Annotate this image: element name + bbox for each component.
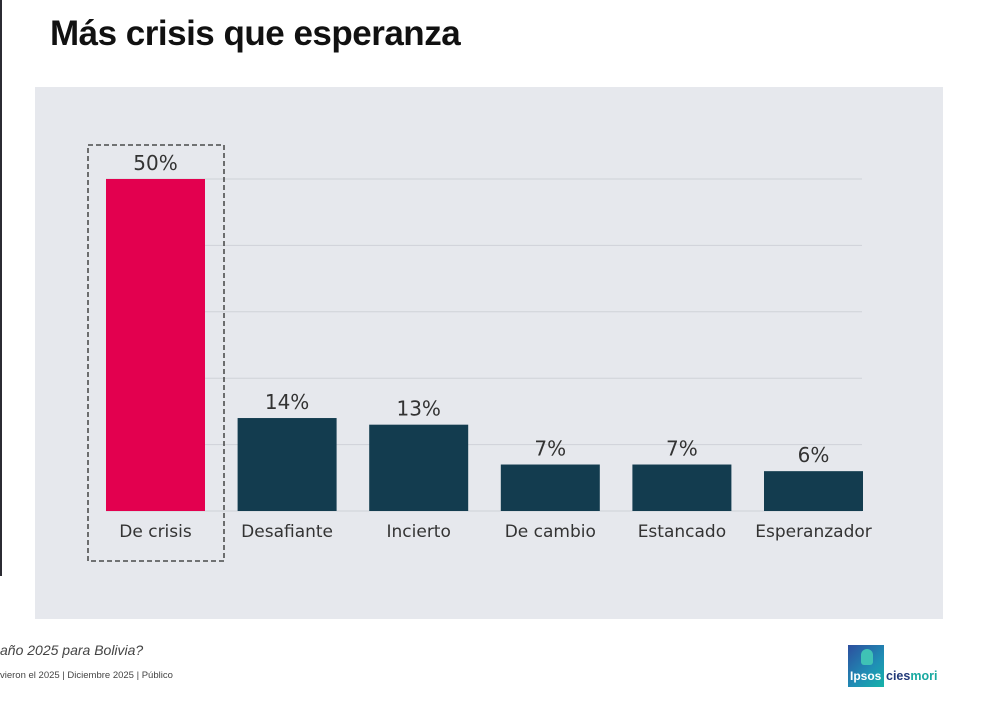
bar [764,471,863,511]
bar [369,424,469,511]
survey-source: vieron el 2025 | Diciembre 2025 | Públic… [0,670,173,681]
category-labels: De crisis Desafiante Incierto De cambio Esta… [119,522,872,542]
data-label: 7% [666,437,698,461]
tree-icon [861,649,873,665]
bars [106,179,863,511]
ipsos-ciesmori-logo: Ipsos ciesmori [848,645,958,687]
data-label: 7% [534,437,566,461]
logo-mark: Ipsos [848,645,884,687]
data-label: 14% [265,390,309,414]
category-label: De cambio [505,522,596,542]
data-labels: 50% 14% 13% 7% 7% 6% [133,151,829,467]
category-label: Esperanzador [755,522,872,542]
highlight-box [87,144,225,562]
logo-ipsos-text: Ipsos [850,669,882,683]
logo-cies-text: cies [886,669,911,683]
logo-mori-text: mori [910,669,938,683]
logo-ciesmori-text: ciesmori [886,669,937,683]
data-label: 6% [798,443,830,467]
left-rule [0,0,2,576]
survey-question: año 2025 para Bolivia? [0,642,144,658]
bar [237,418,337,511]
category-label: Estancado [638,522,726,542]
bar [632,464,732,511]
category-label: De crisis [119,522,192,542]
gridlines [106,178,862,512]
bar [106,179,205,511]
category-label: Desafiante [241,522,333,542]
data-label: 50% [133,151,177,175]
category-label: Incierto [387,522,451,542]
bar [500,464,600,511]
chart-title: Más crisis que esperanza [50,14,461,53]
data-label: 13% [396,397,440,421]
